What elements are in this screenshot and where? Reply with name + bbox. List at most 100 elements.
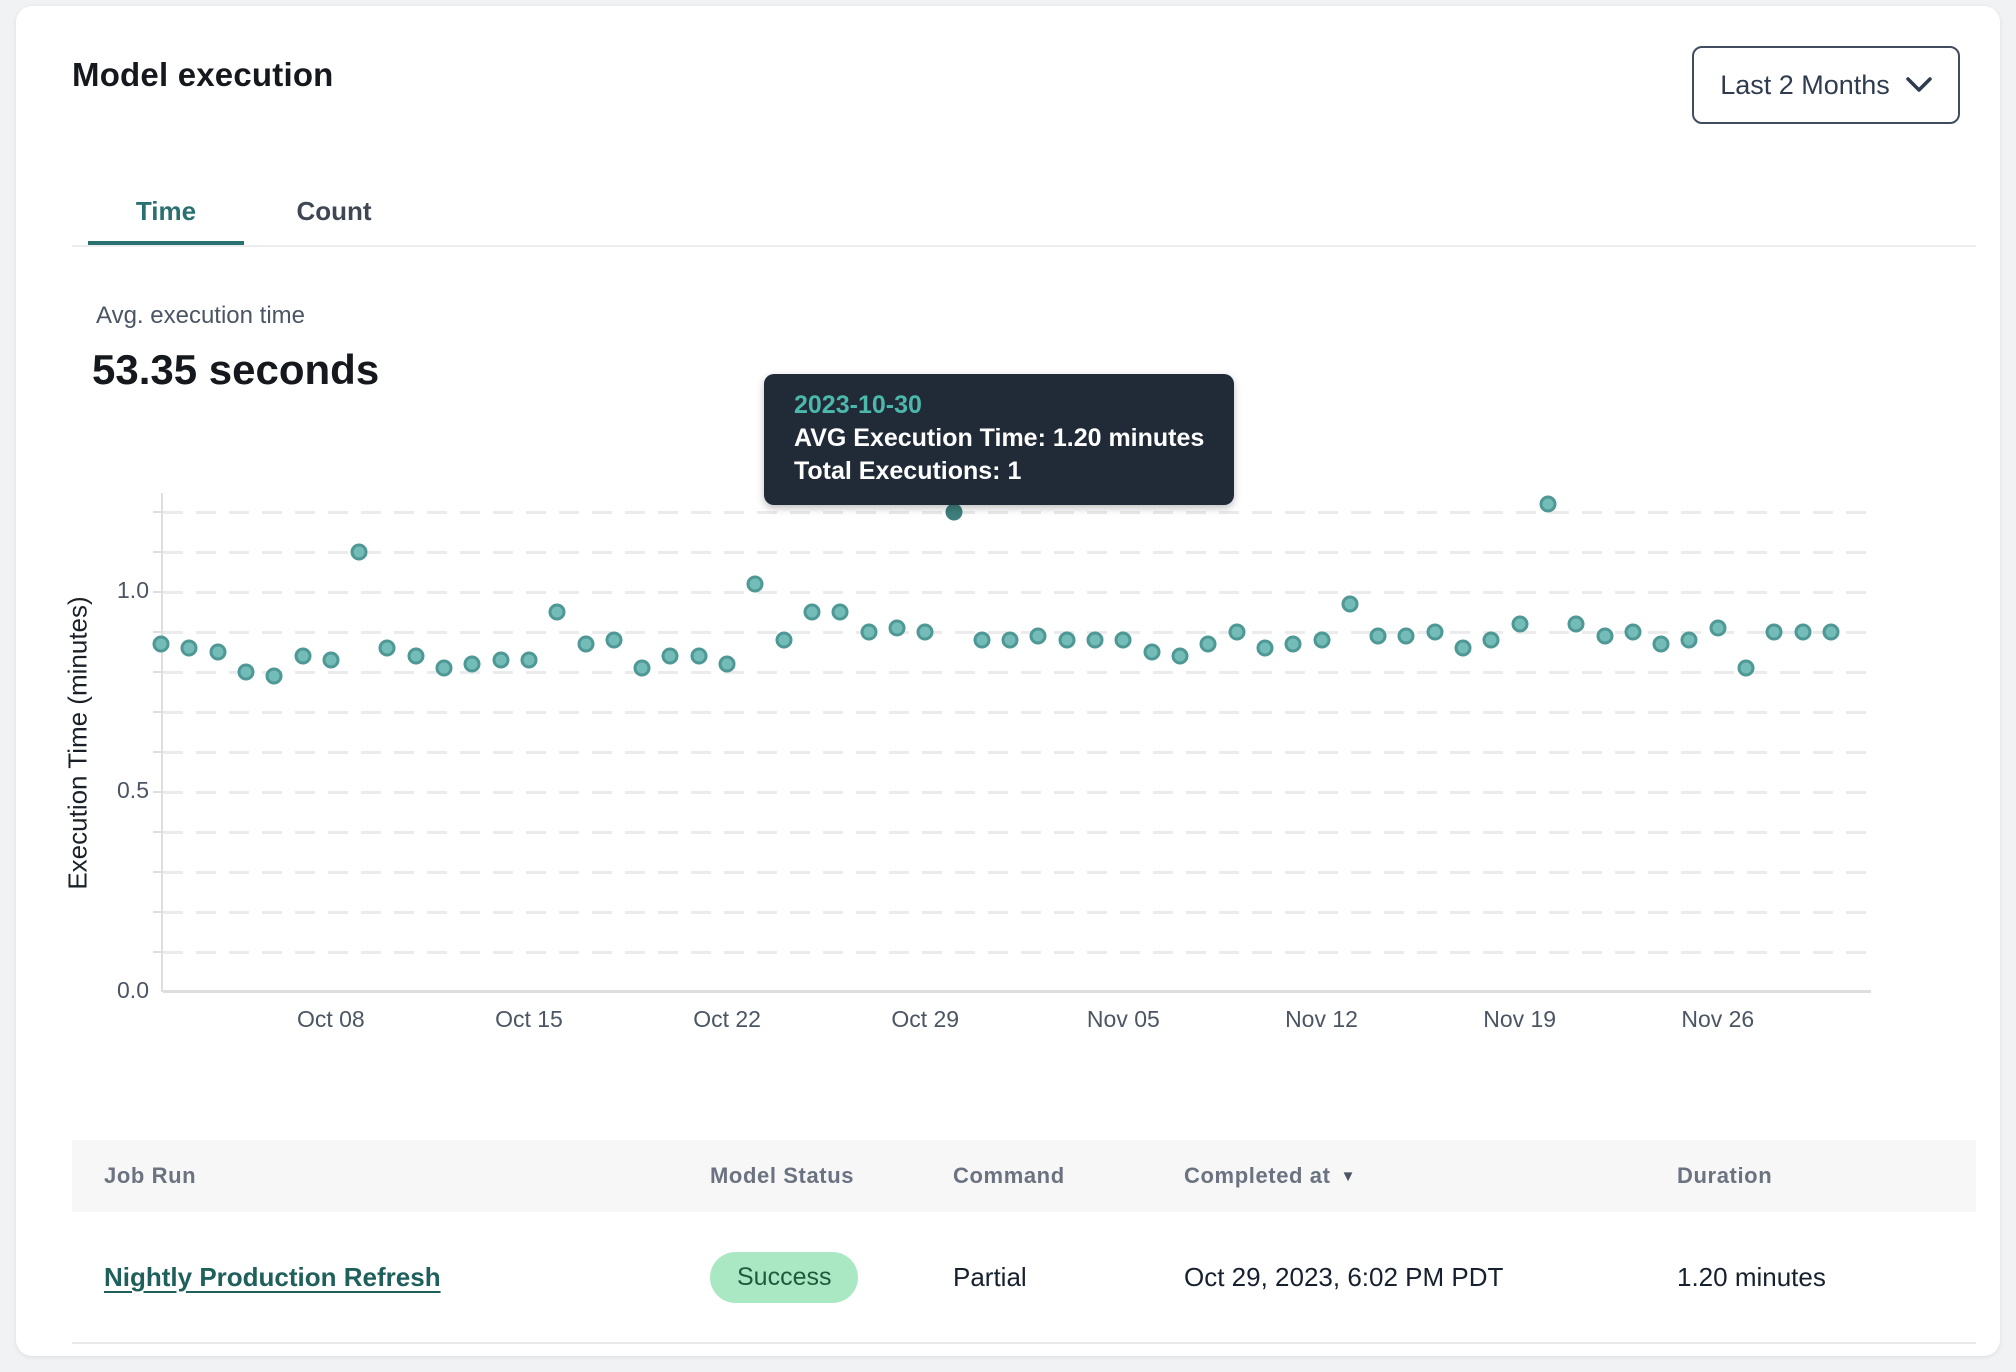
y-tick-mark — [153, 911, 163, 913]
tabs-divider — [72, 245, 1976, 247]
data-point[interactable] — [520, 651, 538, 669]
y-tick-mark — [153, 791, 163, 793]
data-point[interactable] — [237, 663, 255, 681]
data-point[interactable] — [1624, 623, 1642, 641]
data-point[interactable] — [548, 603, 566, 621]
column-header-label: Command — [953, 1163, 1065, 1188]
tab-time[interactable]: Time — [88, 182, 244, 246]
y-axis-title: Execution Time (minutes) — [62, 596, 93, 890]
data-point[interactable] — [1794, 623, 1812, 641]
gridline — [163, 871, 1871, 874]
x-tick-label: Oct 22 — [693, 1006, 761, 1032]
data-point-highlighted[interactable] — [945, 503, 963, 521]
x-tick-label: Oct 29 — [891, 1006, 960, 1032]
data-point[interactable] — [492, 651, 510, 669]
avg-execution-time-label: Avg. execution time — [96, 302, 306, 329]
data-point[interactable] — [661, 647, 679, 665]
x-tick-label: Oct 15 — [495, 1006, 563, 1032]
chevron-down-icon — [1906, 77, 1932, 92]
job-runs-table: Job Run Model Status Command Completed at ▼ D… — [72, 1140, 1976, 1344]
data-point[interactable] — [1539, 495, 1557, 513]
data-point[interactable] — [803, 603, 821, 621]
data-point[interactable] — [1341, 595, 1359, 613]
data-point[interactable] — [435, 659, 453, 677]
data-point[interactable] — [1029, 627, 1047, 645]
data-point[interactable] — [1171, 647, 1189, 665]
data-point[interactable] — [1369, 627, 1387, 645]
gridline — [163, 511, 1871, 514]
data-point[interactable] — [1397, 627, 1415, 645]
data-point[interactable] — [1086, 631, 1104, 649]
data-point[interactable] — [775, 631, 793, 649]
data-point[interactable] — [1680, 631, 1698, 649]
data-point[interactable] — [860, 623, 878, 641]
column-header-model-status[interactable]: Model Status — [710, 1163, 953, 1189]
data-point[interactable] — [294, 647, 312, 665]
data-point[interactable] — [1228, 623, 1246, 641]
data-point[interactable] — [1511, 615, 1529, 633]
model-execution-card: Model execution Last 2 Months Time Count… — [16, 6, 2000, 1356]
data-point[interactable] — [1765, 623, 1783, 641]
data-point[interactable] — [1199, 635, 1217, 653]
column-header-label: Completed at — [1184, 1163, 1331, 1188]
data-point[interactable] — [1454, 639, 1472, 657]
data-point[interactable] — [463, 655, 481, 673]
y-tick-label: 0.0 — [117, 977, 149, 1003]
date-range-value: Last 2 Months — [1720, 69, 1890, 100]
gridline — [163, 831, 1871, 834]
data-point[interactable] — [973, 631, 991, 649]
data-point[interactable] — [180, 639, 198, 657]
data-point[interactable] — [1143, 643, 1161, 661]
data-point[interactable] — [690, 647, 708, 665]
y-tick-mark — [153, 631, 163, 633]
data-point[interactable] — [1001, 631, 1019, 649]
data-point[interactable] — [378, 639, 396, 657]
data-point[interactable] — [633, 659, 651, 677]
date-range-dropdown[interactable]: Last 2 Months — [1692, 46, 1960, 124]
job-run-link[interactable]: Nightly Production Refresh — [104, 1261, 441, 1292]
data-point[interactable] — [1709, 619, 1727, 637]
y-tick-mark — [153, 551, 163, 553]
y-tick-mark — [153, 511, 163, 513]
data-point[interactable] — [577, 635, 595, 653]
gridline — [163, 751, 1871, 754]
data-point[interactable] — [407, 647, 425, 665]
data-point[interactable] — [888, 619, 906, 637]
data-point[interactable] — [1058, 631, 1076, 649]
data-point[interactable] — [605, 631, 623, 649]
data-point[interactable] — [1114, 631, 1132, 649]
column-header-completed-at[interactable]: Completed at ▼ — [1184, 1163, 1677, 1189]
gridline — [163, 591, 1871, 594]
tab-count[interactable]: Count — [296, 196, 372, 226]
data-point[interactable] — [1482, 631, 1500, 649]
data-point[interactable] — [1426, 623, 1444, 641]
data-point[interactable] — [1313, 631, 1330, 649]
data-point[interactable] — [1256, 639, 1274, 657]
gridline — [163, 631, 1871, 634]
data-point[interactable] — [718, 655, 736, 673]
data-point[interactable] — [322, 651, 340, 669]
gridline — [163, 951, 1871, 954]
data-point[interactable] — [350, 543, 368, 561]
data-point[interactable] — [1822, 623, 1840, 641]
data-point[interactable] — [1284, 635, 1302, 653]
data-point[interactable] — [152, 635, 170, 653]
data-point[interactable] — [265, 667, 283, 685]
y-tick-mark — [153, 831, 163, 833]
page-title: Model execution — [72, 56, 334, 93]
tooltip-total-executions: Total Executions: 1 — [794, 457, 1022, 485]
data-point[interactable] — [746, 575, 764, 593]
data-point[interactable] — [1737, 659, 1755, 677]
column-header-duration[interactable]: Duration — [1677, 1163, 1976, 1189]
column-header-command[interactable]: Command — [953, 1163, 1184, 1189]
column-header-label: Model Status — [710, 1163, 855, 1188]
data-point[interactable] — [209, 643, 227, 661]
data-point[interactable] — [916, 623, 934, 641]
y-tick-mark — [153, 871, 163, 873]
data-point[interactable] — [1596, 627, 1614, 645]
data-point[interactable] — [1567, 615, 1585, 633]
y-tick-label: 1.0 — [117, 577, 149, 603]
data-point[interactable] — [1652, 635, 1670, 653]
data-point[interactable] — [831, 603, 849, 621]
column-header-job-run[interactable]: Job Run — [104, 1163, 710, 1189]
